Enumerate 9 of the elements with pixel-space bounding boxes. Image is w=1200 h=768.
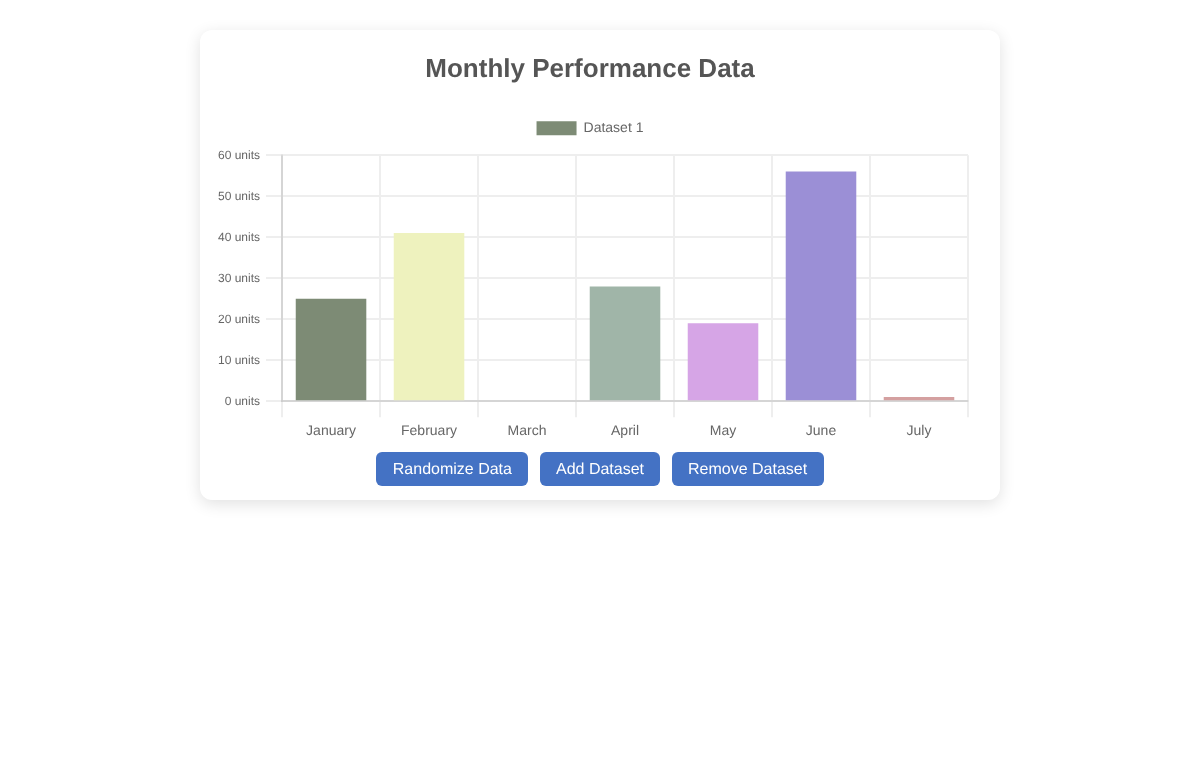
text: Remove Dataset (672, 452, 824, 486)
text: Add Dataset (539, 452, 661, 486)
bar (295, 298, 367, 401)
bar (589, 286, 661, 401)
chart-title: Monthly Performance Data (425, 52, 757, 83)
text: Randomize Data (376, 452, 528, 486)
bar (393, 233, 465, 401)
bar (687, 323, 759, 401)
bar (785, 171, 857, 401)
